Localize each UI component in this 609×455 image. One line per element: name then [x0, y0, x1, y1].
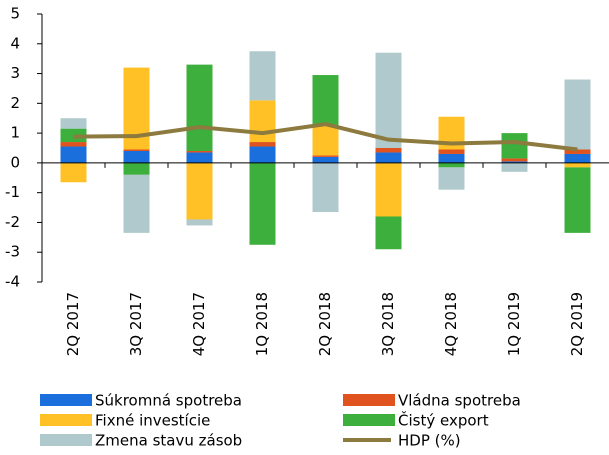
bar — [501, 162, 528, 172]
bar — [501, 161, 528, 163]
x-tick-label: 1Q 2018 — [253, 292, 271, 356]
bar — [375, 152, 402, 163]
bar — [186, 162, 213, 220]
y-tick-label: 2 — [10, 94, 20, 112]
y-tick-label: 5 — [10, 5, 20, 23]
bar — [438, 162, 465, 168]
bar — [249, 100, 276, 143]
bar — [312, 75, 339, 126]
bar — [123, 150, 150, 163]
y-tick-label: -1 — [5, 183, 20, 201]
bar — [375, 162, 402, 217]
bar — [564, 162, 591, 168]
bar — [249, 142, 276, 147]
legend-swatch — [40, 394, 92, 406]
bar — [60, 118, 87, 129]
legend-label: Zmena stavu zásob — [95, 432, 242, 450]
bar — [501, 158, 528, 162]
legend-label: Súkromná spotreba — [95, 392, 242, 410]
legend-swatch — [40, 434, 92, 446]
bar — [564, 167, 591, 233]
bar — [438, 153, 465, 163]
y-tick-label: 1 — [10, 124, 20, 142]
x-tick-label: 2Q 2019 — [568, 292, 586, 356]
bar — [564, 153, 591, 163]
bar — [438, 167, 465, 190]
bar — [60, 146, 87, 163]
bar — [249, 51, 276, 101]
bar — [564, 149, 591, 154]
legend-label: Čistý export — [398, 411, 489, 430]
bar — [123, 162, 150, 175]
bar — [312, 155, 339, 157]
line — [73, 122, 578, 152]
bar — [312, 162, 339, 213]
y-tick-label: 0 — [10, 153, 20, 171]
legend-swatch — [343, 394, 395, 406]
y-tick-label: -2 — [5, 213, 20, 231]
bar — [249, 162, 276, 245]
x-tick-label: 1Q 2019 — [505, 292, 523, 356]
bar — [564, 79, 591, 150]
bar — [186, 64, 213, 151]
bar — [312, 125, 339, 156]
x-tick-label: 4Q 2018 — [442, 292, 460, 356]
x-tick-label: 3Q 2018 — [379, 292, 397, 356]
y-tick-label: 4 — [10, 34, 20, 52]
y-tick-label: -3 — [5, 243, 20, 261]
y-tick-label: 3 — [10, 64, 20, 82]
bar — [186, 219, 213, 226]
bar — [312, 156, 339, 163]
bar — [438, 149, 465, 154]
bar — [186, 152, 213, 163]
legend-label: Fixné investície — [95, 412, 210, 430]
x-tick-label: 3Q 2017 — [127, 292, 145, 356]
legend-label: Vládna spotreba — [398, 392, 521, 410]
bar — [375, 216, 402, 250]
bar — [375, 148, 402, 153]
x-tick-label: 2Q 2017 — [64, 292, 82, 356]
bar — [249, 146, 276, 163]
bar — [60, 162, 87, 183]
x-tick-label: 4Q 2017 — [190, 292, 208, 356]
bar — [123, 149, 150, 151]
bar — [60, 142, 87, 147]
legend-swatch — [40, 414, 92, 426]
bar — [186, 150, 213, 153]
bar — [123, 174, 150, 233]
bar — [375, 52, 402, 148]
bar — [501, 133, 528, 159]
y-tick-label: -4 — [5, 273, 20, 291]
legend-swatch — [343, 414, 395, 426]
legend-label: HDP (%) — [398, 432, 461, 450]
x-tick-label: 2Q 2018 — [316, 292, 334, 356]
